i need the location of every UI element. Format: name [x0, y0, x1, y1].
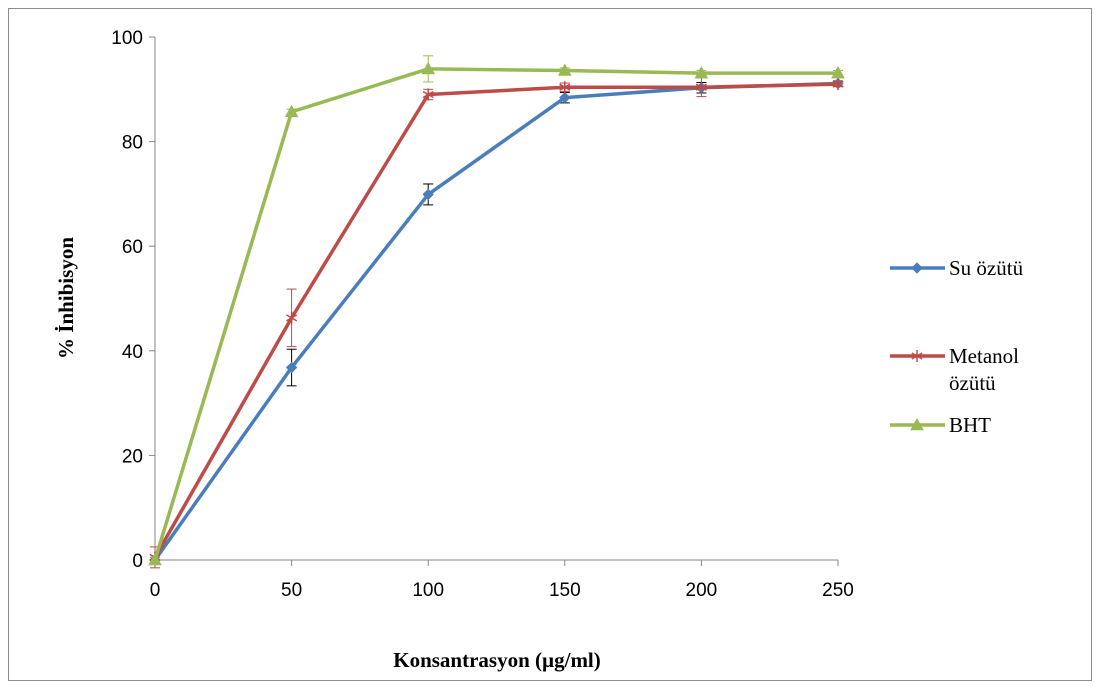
data-point [559, 91, 571, 104]
data-point [694, 66, 709, 79]
y-tick-label: 20 [122, 446, 143, 467]
legend-item-1: Su özütü [890, 256, 1024, 280]
y-tick-label: 80 [122, 133, 143, 154]
y-tick-label: 100 [111, 28, 143, 49]
asterisk-stroke [422, 90, 434, 99]
tick-labels: 0 20 40 60 80 100 0 50 100 150 200 250 [111, 28, 854, 601]
axes [149, 36, 839, 566]
data-point [557, 63, 572, 76]
x-tick-label: 200 [686, 580, 718, 601]
data-point [285, 361, 298, 374]
series-line [153, 82, 839, 559]
data-point [286, 311, 298, 324]
legend-item-2: Metanol özütü [890, 344, 1019, 395]
x-tick-label: 250 [822, 580, 854, 601]
legend-label-line: Su özütü [949, 256, 1024, 280]
series-line [153, 67, 838, 561]
data-point [284, 104, 299, 118]
data-point [421, 61, 436, 75]
data-point [148, 552, 162, 566]
x-tick-label: 100 [412, 580, 444, 601]
legend-label: Metanol özütü [949, 344, 1019, 395]
series-1 [149, 77, 844, 566]
asterisk-stroke [286, 314, 298, 322]
legend-label-line: Metanol [949, 344, 1019, 368]
y-axis-title: % İnhibisyon [54, 237, 78, 359]
series-group [148, 55, 845, 569]
series-3 [148, 55, 845, 566]
legend-marker [911, 262, 923, 274]
legend-label: BHT [949, 413, 991, 437]
legend: Su özütü Metanol özütü BHT [890, 256, 1024, 437]
series-2 [149, 77, 844, 569]
series-line [153, 81, 839, 562]
data-point [559, 81, 571, 94]
y-tick-label: 60 [122, 237, 143, 258]
y-tick-label: 0 [132, 551, 143, 572]
data-point [832, 78, 844, 91]
asterisk-stroke [695, 83, 707, 91]
legend-marker [911, 350, 923, 362]
data-point [422, 188, 434, 201]
legend-label-line: özütü [949, 371, 996, 395]
x-tick-label: 0 [150, 580, 161, 601]
asterisk-stroke [559, 83, 571, 91]
data-point [831, 66, 845, 79]
data-point [422, 88, 434, 101]
y-tick-label: 40 [122, 342, 143, 363]
legend-label-line: BHT [949, 413, 991, 437]
legend-item-3: BHT [890, 413, 991, 437]
asterisk-stroke [832, 80, 844, 88]
data-point [695, 81, 707, 94]
x-axis-title: Konsantrasyon (µg/ml) [393, 648, 601, 672]
x-tick-label: 50 [281, 580, 302, 601]
x-tick-label: 150 [549, 580, 581, 601]
asterisk-stroke [911, 352, 923, 360]
legend-label: Su özütü [949, 256, 1024, 280]
legend-marker [910, 417, 924, 431]
chart-frame [8, 8, 1092, 681]
